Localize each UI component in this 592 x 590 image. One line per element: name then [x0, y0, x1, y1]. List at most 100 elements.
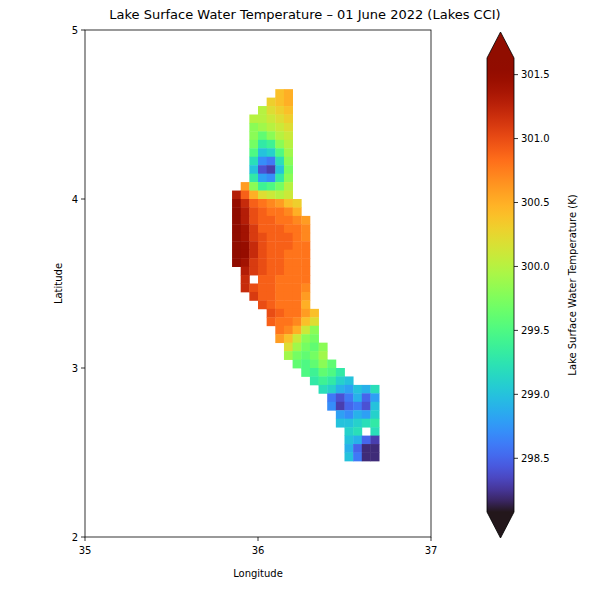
cell: [267, 191, 276, 200]
cell: [353, 393, 362, 402]
cell: [293, 292, 302, 301]
cell: [336, 410, 345, 419]
cell: [336, 419, 345, 428]
cell: [362, 444, 371, 453]
y-tick-label: 4: [72, 194, 78, 205]
cell: [301, 250, 310, 259]
cell: [232, 250, 241, 259]
cell: [232, 191, 241, 200]
cell: [301, 275, 310, 284]
y-tick: [81, 368, 85, 369]
cell: [258, 233, 267, 242]
cell: [284, 165, 293, 174]
plot-frame: [85, 30, 431, 537]
cell: [293, 207, 302, 216]
cell: [284, 216, 293, 225]
cell: [293, 300, 302, 309]
cell: [284, 191, 293, 200]
cell: [370, 419, 379, 428]
cell: [293, 216, 302, 225]
cell: [258, 148, 267, 157]
cell: [353, 427, 362, 436]
colorbar-tick-label: 301.0: [521, 133, 550, 144]
cell: [267, 199, 276, 208]
cell: [319, 351, 328, 360]
cell: [284, 89, 293, 98]
cell: [241, 233, 250, 242]
cell: [301, 368, 310, 377]
cell: [275, 123, 284, 132]
cell: [275, 326, 284, 335]
cell: [241, 199, 250, 208]
x-tick: [85, 537, 86, 541]
cell: [275, 174, 284, 183]
cell: [301, 216, 310, 225]
cell: [327, 385, 336, 394]
cell: [293, 275, 302, 284]
cell: [336, 368, 345, 377]
cell: [267, 317, 276, 326]
cell: [232, 199, 241, 208]
cell: [232, 216, 241, 225]
cell: [345, 427, 354, 436]
cell: [327, 402, 336, 411]
cell: [258, 224, 267, 233]
cell: [249, 292, 258, 301]
cell: [310, 351, 319, 360]
colorbar-tick: [514, 74, 518, 75]
cell: [301, 241, 310, 250]
cell: [284, 258, 293, 267]
cell: [284, 182, 293, 191]
cell: [284, 334, 293, 343]
colorbar-tick: [514, 394, 518, 395]
cell: [284, 98, 293, 107]
cell: [345, 393, 354, 402]
cell: [327, 376, 336, 385]
cell: [336, 376, 345, 385]
cell: [275, 148, 284, 157]
cell: [267, 292, 276, 301]
cell: [345, 436, 354, 445]
cell: [310, 334, 319, 343]
cell: [258, 199, 267, 208]
cell: [258, 191, 267, 200]
cell: [258, 241, 267, 250]
cell: [249, 182, 258, 191]
cell: [275, 140, 284, 149]
cell: [232, 224, 241, 233]
y-tick-label: 5: [72, 25, 78, 36]
cell: [241, 207, 250, 216]
cell: [353, 444, 362, 453]
cell: [267, 284, 276, 293]
cell: [275, 216, 284, 225]
cell: [370, 402, 379, 411]
cell: [258, 165, 267, 174]
cell: [362, 393, 371, 402]
cell: [241, 275, 250, 284]
cell: [267, 250, 276, 259]
cell: [319, 343, 328, 352]
cell: [275, 267, 284, 276]
cell: [284, 267, 293, 276]
cell: [275, 98, 284, 107]
cell: [249, 131, 258, 140]
cell: [258, 275, 267, 284]
cell: [301, 284, 310, 293]
cell: [249, 191, 258, 200]
cell: [275, 250, 284, 259]
cell: [293, 351, 302, 360]
colorbar-extend-bottom: [487, 512, 514, 538]
cell: [284, 123, 293, 132]
cell: [293, 258, 302, 267]
cell: [258, 250, 267, 259]
cell: [293, 267, 302, 276]
cell: [370, 453, 379, 462]
x-axis-label: Longitude: [233, 568, 283, 579]
cell: [284, 300, 293, 309]
cell: [345, 402, 354, 411]
cell: [267, 165, 276, 174]
cell: [275, 165, 284, 174]
cell: [267, 224, 276, 233]
cell: [241, 284, 250, 293]
cell: [293, 334, 302, 343]
